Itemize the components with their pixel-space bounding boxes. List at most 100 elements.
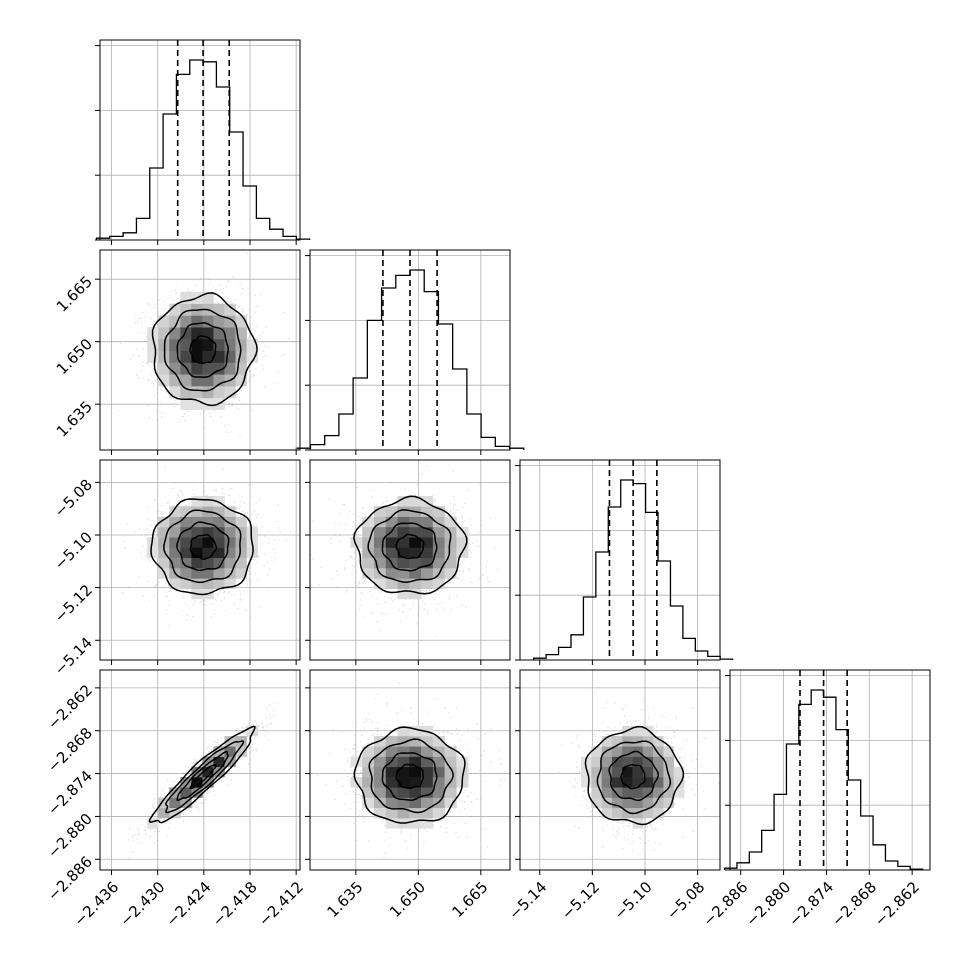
panel-3-2-density-cell [673,777,685,788]
panel-3-1-density-cell [409,725,422,737]
panel-3-2-density-cell [642,807,654,819]
panel-3-0-density-cell [224,736,236,747]
panel-3-1-density-cell [444,787,457,798]
panel-3-2-density-cell [653,787,664,798]
panel-3-2-contour [596,740,672,815]
panel-1-0-density-cell [224,362,236,375]
x-tick-label-0: −2.412 [255,878,307,930]
panel-2-0-density-cell [180,537,192,548]
panel-2-0-density-cell [169,578,181,589]
panel-1-0-density-cell [158,315,170,328]
panel-2-1-density-cell [362,568,375,579]
panel-3-1-density-cell [409,736,422,747]
panel-2-0-density-cell [202,495,214,507]
y-tick-label-3: −2.868 [44,724,96,776]
panel-2-0-density-cell [180,557,192,569]
panel-1-0-density-cell [202,350,214,363]
panel-2-1-density-cell [385,516,398,528]
panel-2-0-density-cell [158,526,170,538]
panel-3-2-density-cell [632,777,644,788]
panel-3-1-density-cell [373,756,387,768]
panel-1-0-content [117,252,290,437]
panel-3-2-density-cell [663,777,675,788]
panel-1-0-density-cell [169,338,181,352]
panel-2-0-density-cell [235,526,247,538]
panel-2-0-density-cell [169,547,181,559]
panel-2-1-density-cell [385,537,398,548]
panel-2-0-density-cell [213,568,225,579]
panel-3-2-density-cell [663,787,675,798]
panel-1-0-contour [189,335,217,365]
panel-3-1-density-cell [432,777,445,788]
panel-3-0-contour [148,725,256,824]
panel-1-0-density-cell [191,362,203,375]
panel-1-0-density-cell [213,338,225,352]
panel-2-0-density-cell [213,557,225,569]
panel-3-2-density-cell [591,797,602,809]
panel-1-0-density-cell [202,362,214,375]
panel-1-0-density-cell [191,338,203,352]
panel-3-1-density-cell [421,797,434,809]
panel-2-0-density-cell [224,568,236,579]
panel-1-0-density-cell [169,350,181,363]
panel-3-0-density-cell [213,766,225,778]
hist-3-grid [730,670,930,870]
panel-2-1-density-cell [409,516,422,528]
panel-3-0-density-cell [158,797,170,809]
panel-3-1-density-cell [385,807,398,819]
panel-3-0-density-cell [169,807,181,819]
hist-1-frame [309,249,511,451]
panel-1-0-density-cell [202,327,214,340]
panel-1-0-density-cell [202,397,214,410]
y-tick-label-1: 1.650 [53,335,96,378]
x-tick-label-0: −2.418 [209,878,261,930]
panel-3-2-density-cell [611,736,623,747]
x-tick-label-3: −2.886 [699,878,751,930]
panel-3-1-density-cell [362,797,375,809]
panel-3-1-density-cell [362,746,375,757]
panel-3-0-frame [99,669,301,871]
panel-1-0-density-cell [191,386,203,399]
panel-2-1-density-cell [432,578,445,589]
panel-2-1-contour [381,522,438,572]
panel-3-1-density-cell [444,766,457,778]
panel-3-1-density-cell [362,756,375,768]
panel-1-0-density-cell [169,315,181,328]
panel-2-0-density-cell [202,516,214,528]
panel-3-0-density-cell [180,777,192,788]
y-tick-label-3: −2.880 [44,810,96,862]
panel-2-0-density-cell [235,547,247,559]
panel-3-1-density-cell [373,807,387,819]
panel-3-2-density-cell [642,746,654,757]
panel-2-0-density-cell [202,547,214,559]
panel-2-1-density-cell [444,547,457,559]
panel-1-0-density-cell [202,386,214,399]
panel-3-2-density-cell [653,807,664,819]
panel-3-1-density-cell [444,756,457,768]
panel-1-0-density-cell [246,350,258,363]
panel-2-0-density-cell [147,547,159,559]
panel-3-2-density-cell [653,756,664,768]
x-tick-label-1: 1.650 [386,878,429,921]
panel-2-1-density-cell [409,526,422,538]
panel-3-2-density-cell [611,756,623,768]
panel-1-0-density-cell [169,386,181,399]
panel-2-1-density-cell [409,495,422,507]
panel-1-0-contour [176,322,229,378]
panel-1-0-density-cell [235,362,247,375]
panel-2-0-density-cell [235,537,247,548]
panel-1-0-density-cell [213,303,225,316]
panel-2-0-density-cell [158,557,170,569]
panel-3-0-contour [189,764,218,790]
panel-3-2-density-cell [601,777,613,788]
panel-1-0-density-cell [180,338,192,352]
panel-1-0-density-cell [202,291,214,304]
panel-2-1-contour [367,509,452,583]
panel-2-0-density-cell [169,557,181,569]
panel-2-0-density-cell [191,526,203,538]
panel-3-1-density-cell [432,736,445,747]
panel-2-0-density-cell [224,547,236,559]
panel-3-1-density-cell [362,787,375,798]
panel-1-0-frame [99,249,301,451]
panel-1-0-density-cell [224,315,236,328]
